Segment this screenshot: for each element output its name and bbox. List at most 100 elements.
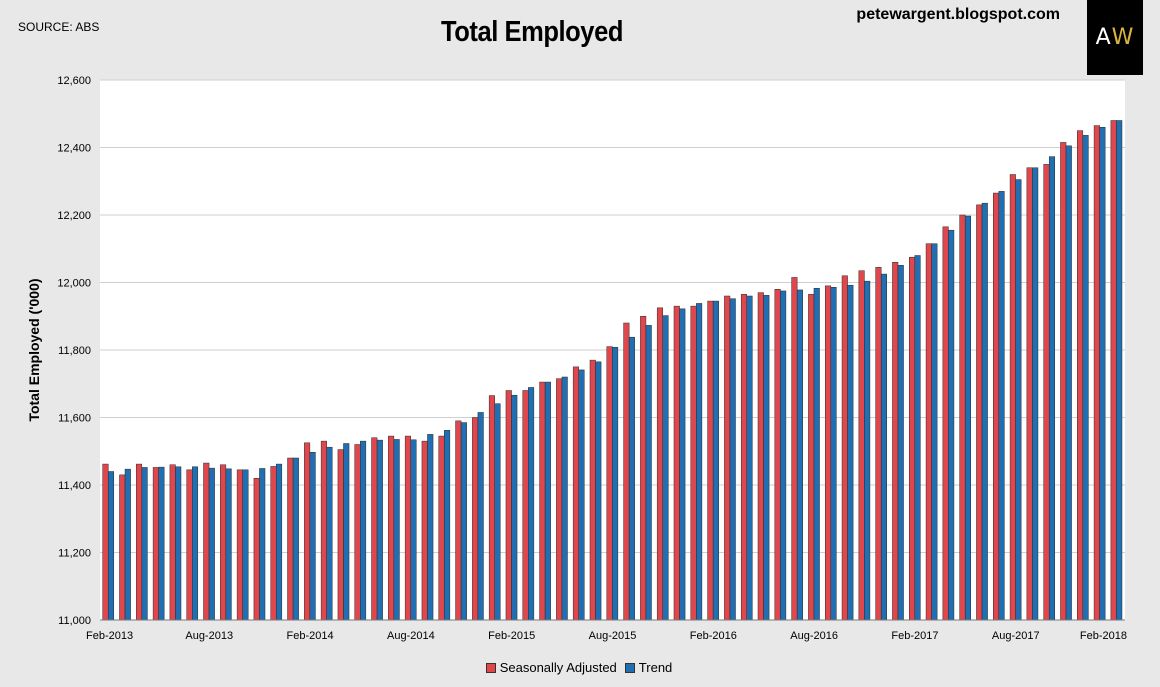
bar-seasonally-adjusted [606, 346, 613, 621]
bar-trend [578, 369, 585, 621]
bar-seasonally-adjusted [757, 292, 764, 621]
bar-trend [494, 403, 501, 621]
bar-trend [679, 308, 686, 621]
bar-trend [511, 394, 518, 621]
bar-trend [662, 315, 669, 621]
bar-seasonally-adjusted [1026, 167, 1033, 621]
bar-seasonally-adjusted [236, 469, 243, 621]
x-tick-label: Aug-2013 [185, 630, 233, 642]
bar-seasonally-adjusted [673, 305, 680, 621]
y-tick-label: 11,000 [58, 615, 91, 627]
bar-seasonally-adjusted [976, 204, 983, 621]
bar-seasonally-adjusted [707, 300, 714, 621]
bar-trend [360, 440, 367, 621]
bar-seasonally-adjusted [925, 243, 932, 621]
bar-seasonally-adjusted [1043, 164, 1050, 621]
x-tick-label: Feb-2015 [488, 630, 535, 642]
source-label: SOURCE: ABS [18, 20, 100, 34]
bar-seasonally-adjusted [320, 440, 327, 621]
bar-trend [880, 273, 887, 621]
bar-trend [1099, 127, 1106, 621]
y-tick-label: 11,800 [58, 345, 91, 357]
bar-trend [729, 298, 736, 621]
bar-seasonally-adjusted [791, 277, 798, 621]
bar-seasonally-adjusted [287, 457, 294, 621]
y-tick-label: 11,400 [58, 480, 91, 492]
bar-trend [225, 468, 232, 621]
bar-trend [612, 347, 619, 621]
bar-trend [948, 229, 955, 621]
bar-seasonally-adjusted [589, 359, 596, 621]
bar-trend [158, 466, 165, 621]
bar-seasonally-adjusted [942, 226, 949, 621]
bar-seasonally-adjusted [1110, 120, 1117, 621]
bar-seasonally-adjusted [908, 256, 916, 621]
bar-trend [847, 284, 854, 621]
y-tick-label: 12,200 [57, 210, 91, 222]
bar-trend [746, 295, 753, 621]
x-tick-label: Feb-2013 [86, 630, 133, 642]
bar-seasonally-adjusted [690, 305, 697, 621]
x-tick-label: Aug-2016 [790, 630, 838, 642]
x-tick-label: Feb-2016 [690, 630, 737, 642]
bar-trend [1082, 135, 1089, 621]
bar-trend [410, 439, 417, 621]
x-tick-label: Feb-2018 [1080, 630, 1127, 642]
bar-seasonally-adjusted [959, 214, 966, 621]
logo-letter-a: A [1095, 25, 1112, 50]
bar-seasonally-adjusted [136, 463, 143, 621]
x-tick-label: Aug-2014 [387, 630, 435, 642]
x-tick-label: Feb-2017 [891, 630, 938, 642]
bar-seasonally-adjusted [724, 295, 731, 621]
bar-seasonally-adjusted [102, 463, 109, 621]
bar-seasonally-adjusted [808, 294, 815, 621]
bar-trend [763, 295, 770, 621]
legend-label-trend: Trend [638, 660, 673, 675]
y-tick-label: 12,600 [57, 75, 91, 87]
bar-seasonally-adjusted [993, 192, 1000, 621]
bar-seasonally-adjusted [774, 289, 781, 621]
bar-seasonally-adjusted [892, 262, 899, 621]
bar-trend [712, 300, 719, 621]
legend-item-seasonally-adjusted: Seasonally Adjusted [485, 660, 617, 675]
bar-trend [830, 286, 837, 621]
bar-trend [242, 469, 249, 621]
bar-seasonally-adjusted [505, 390, 512, 621]
bar-trend [1032, 167, 1039, 621]
bar-seasonally-adjusted [404, 435, 411, 621]
bar-trend [981, 202, 988, 621]
bar-seasonally-adjusted [186, 469, 193, 621]
bar-seasonally-adjusted [556, 378, 563, 621]
bar-trend [645, 325, 652, 621]
bar-trend [192, 466, 199, 621]
bar-trend [1048, 156, 1056, 621]
bar-seasonally-adjusted [572, 366, 579, 621]
bar-seasonally-adjusted [1060, 142, 1067, 621]
bar-trend [1065, 145, 1072, 621]
bar-seasonally-adjusted [875, 267, 882, 621]
legend-swatch-seasonally-adjusted [485, 662, 496, 673]
bar-trend [292, 457, 299, 621]
bar-trend [107, 471, 115, 621]
bar-trend [326, 446, 333, 621]
bar-trend [124, 468, 131, 621]
bar-seasonally-adjusted [488, 395, 495, 621]
legend-label-seasonally-adjusted: Seasonally Adjusted [499, 660, 617, 675]
bar-seasonally-adjusted [522, 390, 529, 621]
bar-seasonally-adjusted [1009, 174, 1016, 621]
bar-seasonally-adjusted [640, 316, 647, 621]
bar-seasonally-adjusted [388, 435, 395, 621]
bar-trend [897, 265, 904, 621]
bar-seasonally-adjusted [1077, 130, 1084, 621]
bar-seasonally-adjusted [539, 381, 546, 621]
bar-seasonally-adjusted [656, 307, 663, 621]
y-tick-label: 12,000 [57, 278, 91, 290]
legend-item-trend: Trend [624, 660, 673, 675]
x-tick-label: Aug-2015 [589, 630, 637, 642]
bar-seasonally-adjusted [270, 466, 277, 621]
bar-trend [276, 463, 283, 621]
y-tick-label: 12,400 [57, 143, 91, 155]
bar-seasonally-adjusted [740, 294, 748, 621]
bar-trend [998, 191, 1005, 621]
legend: Seasonally Adjusted Trend [0, 660, 1160, 675]
